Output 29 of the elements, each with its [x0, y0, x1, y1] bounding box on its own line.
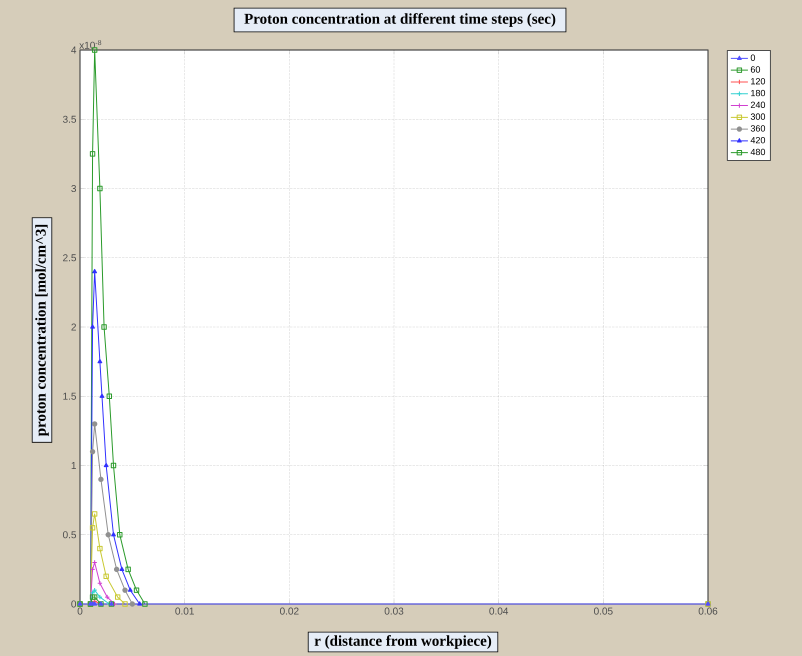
y-tick-label: 0	[71, 600, 76, 608]
x-axis-title: r (distance from workpiece)	[314, 635, 492, 649]
legend-label: 60	[750, 66, 760, 73]
x-tick-label: 0.01	[175, 608, 194, 615]
legend-label: 300	[750, 113, 766, 120]
y-axis-title: proton concentration [mol/cm^3]	[35, 224, 49, 436]
text: x10$^{-8}$	[79, 40, 102, 49]
x-tick-label: 0	[78, 608, 82, 615]
y-tick-label: 2.5	[63, 254, 76, 262]
legend-label: 240	[750, 102, 766, 108]
legend-label: 180	[751, 90, 766, 96]
x-tick-label: 0.04	[489, 608, 508, 615]
legend-label: 360	[750, 125, 766, 132]
y-tick-label: 4	[71, 46, 76, 54]
y-tick-label: 2	[71, 324, 76, 330]
x-tick-label: 0.02	[280, 608, 299, 615]
legend-label: 120	[751, 78, 766, 84]
y-tick-label: 0.5	[62, 531, 76, 538]
y-tick-label: 3	[71, 184, 76, 192]
x-tick-label: 0.03	[384, 608, 404, 615]
y-tick-label: 3.5	[62, 116, 76, 123]
y-tick-label: 1	[72, 462, 76, 469]
legend-label: 420	[750, 136, 766, 144]
x-tick-label: 0.06	[698, 608, 718, 615]
legend-label: 0	[750, 54, 756, 61]
chart-title: Proton concentration at different time steps (sec)	[244, 13, 556, 27]
y-tick-label: 1.5	[63, 392, 76, 400]
legend-label: 480	[750, 148, 766, 156]
x-tick-label: 0.05	[594, 608, 613, 615]
